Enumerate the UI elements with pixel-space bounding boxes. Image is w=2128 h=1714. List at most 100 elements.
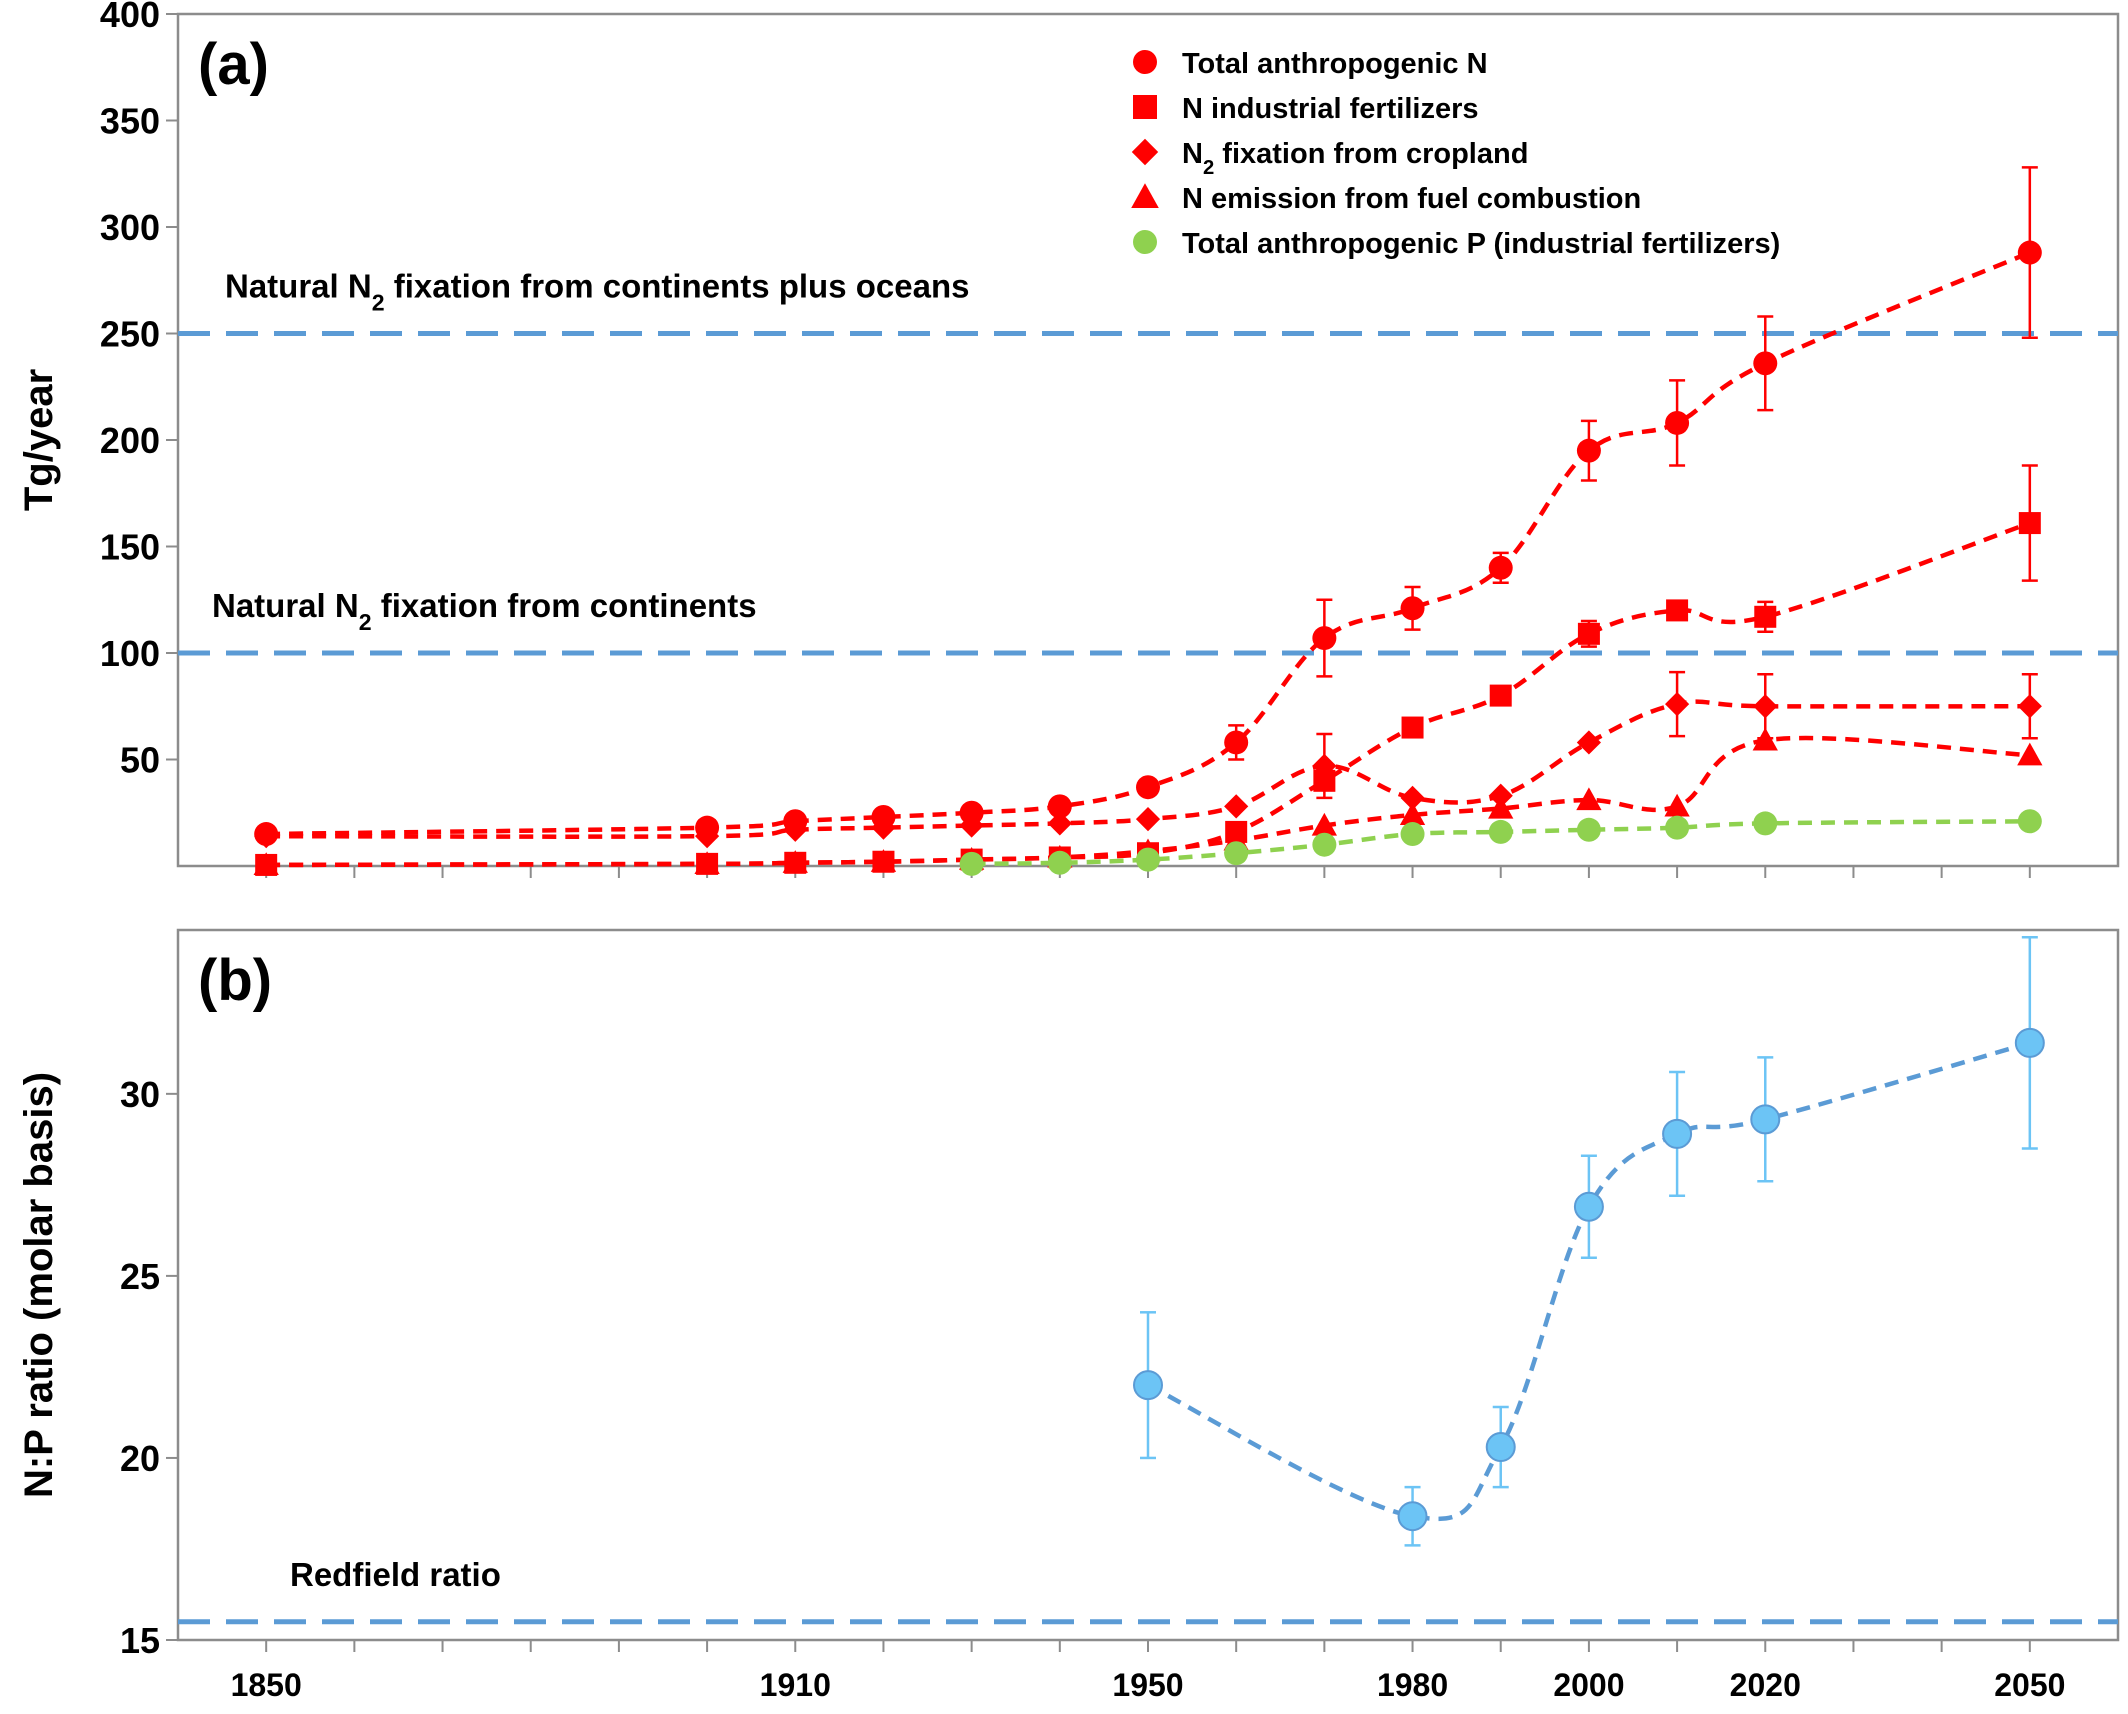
data-point-a-4 xyxy=(1665,815,1690,840)
data-point-a-4 xyxy=(1312,832,1337,857)
y-tick-label-a: 350 xyxy=(100,101,160,142)
data-point-a-3 xyxy=(1752,727,1778,751)
data-point-a-0 xyxy=(1665,410,1690,435)
data-point-b-0 xyxy=(1750,1104,1781,1135)
y-tick-label-a: 300 xyxy=(100,207,160,248)
legend-marker-4 xyxy=(1133,230,1157,254)
legend-label-3: N emission from fuel combustion xyxy=(1182,183,1641,215)
data-point-a-1 xyxy=(1577,622,1600,645)
data-point-a-2 xyxy=(871,815,896,840)
data-point-a-3 xyxy=(782,850,808,873)
y-tick-label-a: 400 xyxy=(100,0,160,35)
legend-marker-3 xyxy=(1131,183,1159,209)
data-point-a-2 xyxy=(254,824,279,849)
legend-label-4: Total anthropogenic P (industrial fertil… xyxy=(1182,228,1780,260)
y-tick-label-a: 100 xyxy=(100,633,160,674)
y-tick-label-b: 25 xyxy=(120,1256,160,1297)
legend-label-0: Total anthropogenic N xyxy=(1182,48,1488,80)
data-point-a-3 xyxy=(2017,742,2043,766)
series-line-b-0 xyxy=(1147,1040,2031,1522)
data-point-a-0 xyxy=(1312,626,1337,651)
series-line-a-3 xyxy=(266,735,2030,868)
x-tick-label: 1950 xyxy=(1112,1667,1183,1703)
data-point-a-1 xyxy=(1666,599,1689,622)
data-point-b-0 xyxy=(1485,1432,1516,1463)
data-point-a-2 xyxy=(1576,730,1602,755)
data-point-a-4 xyxy=(1224,841,1249,866)
plot-frame-b xyxy=(176,928,2120,1642)
y-tick-label-a: 250 xyxy=(100,314,160,355)
legend-marker-0 xyxy=(1133,50,1157,74)
data-point-a-3 xyxy=(1664,793,1690,817)
data-point-a-2 xyxy=(1664,692,1690,717)
legend-marker-1 xyxy=(1133,95,1157,119)
data-point-a-1 xyxy=(1754,605,1777,628)
y-tick-label-b: 30 xyxy=(120,1074,160,1115)
data-point-a-2 xyxy=(1224,794,1249,819)
data-point-a-2 xyxy=(1135,807,1161,832)
data-point-a-2 xyxy=(694,824,720,849)
x-tick-label: 1850 xyxy=(231,1667,302,1703)
y-tick-label-a: 150 xyxy=(100,527,160,568)
panel-label-b: (b) xyxy=(198,948,272,1013)
data-point-a-0 xyxy=(1224,730,1249,755)
data-point-a-4 xyxy=(1136,847,1160,872)
legend-label-2: N2 fixation from cropland xyxy=(1182,138,1528,179)
data-point-a-3 xyxy=(694,851,720,874)
legend-label-1: N industrial fertilizers xyxy=(1182,93,1479,125)
data-point-b-0 xyxy=(2014,1027,2045,1058)
data-point-a-3 xyxy=(1576,787,1602,811)
data-point-a-2 xyxy=(1400,785,1425,810)
reference-label-b-0: Redfield ratio xyxy=(290,1556,501,1593)
data-point-a-0 xyxy=(2017,240,2042,265)
y-tick-label-a: 200 xyxy=(100,420,160,461)
data-point-a-3 xyxy=(1488,795,1514,819)
x-tick-label: 2000 xyxy=(1553,1667,1624,1703)
data-point-a-0 xyxy=(1488,555,1513,580)
data-point-b-0 xyxy=(1133,1370,1163,1401)
x-tick-label: 2020 xyxy=(1730,1667,1801,1703)
y-tick-label-a: 50 xyxy=(120,740,160,781)
data-point-a-0 xyxy=(1047,794,1072,819)
data-point-a-4 xyxy=(1400,822,1425,847)
data-point-a-2 xyxy=(783,817,808,842)
series-line-a-4 xyxy=(971,819,2030,867)
data-point-a-4 xyxy=(1488,819,1513,844)
data-point-a-1 xyxy=(1401,716,1424,739)
data-point-a-2 xyxy=(1047,811,1072,836)
data-point-a-2 xyxy=(1488,783,1513,808)
data-point-a-3 xyxy=(1311,812,1338,836)
data-point-a-4 xyxy=(1576,817,1601,842)
y-tick-label-b: 20 xyxy=(120,1438,160,1479)
y-tick-label-b: 15 xyxy=(120,1620,160,1661)
data-point-b-0 xyxy=(1397,1501,1428,1532)
legend: Total anthropogenic N N industrial fertil… xyxy=(1131,48,1780,260)
data-point-b-0 xyxy=(1662,1118,1693,1149)
data-point-a-3 xyxy=(870,849,897,872)
x-tick-label: 1910 xyxy=(760,1667,831,1703)
legend-marker-2 xyxy=(1131,138,1159,166)
data-point-a-2 xyxy=(1753,694,1778,719)
data-point-a-3 xyxy=(253,852,279,876)
data-point-a-4 xyxy=(1753,811,1778,836)
data-point-a-0 xyxy=(1400,596,1425,621)
data-point-a-4 xyxy=(2017,809,2042,834)
reference-label-a-1: Natural N2 fixation from continents xyxy=(212,587,757,635)
data-point-a-3 xyxy=(1399,802,1426,825)
y-axis-title-a: Tg/year xyxy=(17,369,61,511)
data-point-a-2 xyxy=(2017,694,2042,719)
data-point-a-0 xyxy=(1753,351,1778,376)
data-point-b-0 xyxy=(1573,1191,1604,1222)
data-point-a-1 xyxy=(2018,512,2041,535)
data-point-a-4 xyxy=(959,851,984,876)
data-point-a-2 xyxy=(1312,753,1337,778)
panel-a-chart: 50 100 150 200 250 300 350 400 Tg/year (a) Natural… xyxy=(17,0,2120,878)
y-axis-title-b: N:P ratio (molar basis) xyxy=(17,1072,61,1498)
data-point-a-1 xyxy=(1489,684,1512,707)
panel-b-chart: 15 20 25 30 N:P ratio (molar basis) (b) Redfie… xyxy=(17,928,2120,1703)
data-point-a-0 xyxy=(959,800,984,825)
data-point-a-2 xyxy=(959,813,984,838)
reference-label-a-0: Natural N2 fixation from continents plus… xyxy=(225,268,969,316)
data-point-a-0 xyxy=(1576,438,1601,463)
